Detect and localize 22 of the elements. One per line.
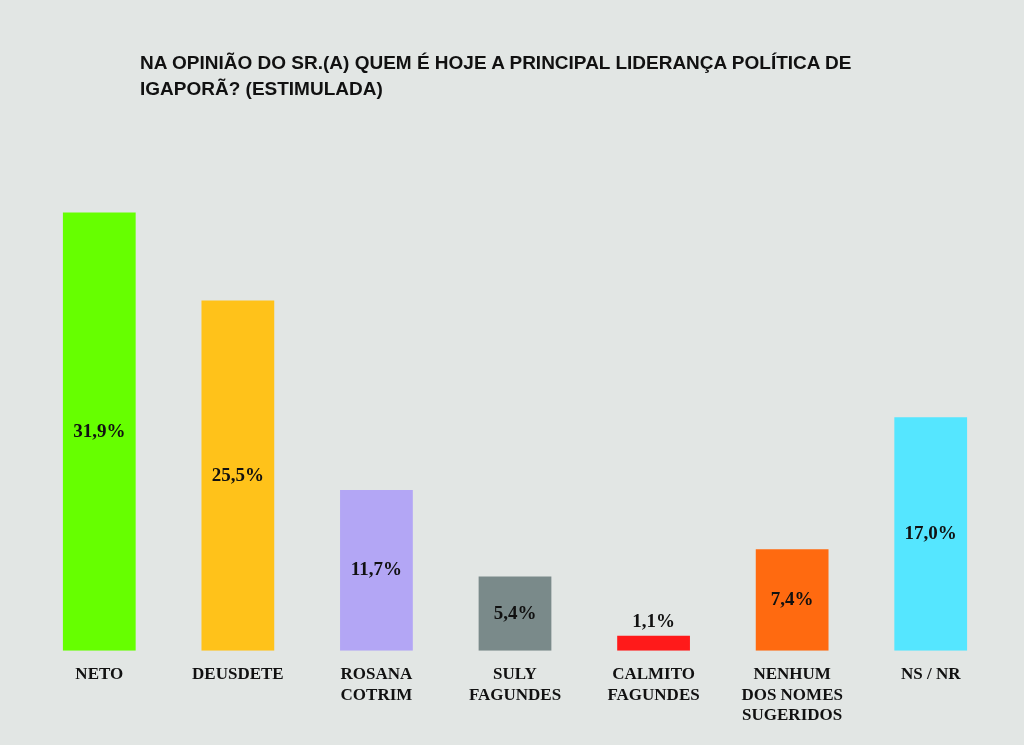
chart-title: NA OPINIÃO DO SR.(A) QUEM É HOJE A PRINCIPAL LIDERANÇA POLÍTICA DE IGAPORÃ? (ESTIMULADA) xyxy=(140,51,853,101)
data-label: 17,0% xyxy=(904,521,957,543)
bar xyxy=(201,300,275,651)
bar xyxy=(894,417,968,651)
data-label: 5,4% xyxy=(493,601,537,623)
bar xyxy=(755,549,829,651)
x-tick-label: NETO xyxy=(75,664,124,684)
data-label: 11,7% xyxy=(350,558,403,580)
x-tick-label: NENHUM DOS NOMES SUGERIDOS xyxy=(741,664,843,725)
x-tick-label: CALMITO FAGUNDES xyxy=(607,664,700,704)
x-tick-label: SULY FAGUNDES xyxy=(468,664,562,704)
bar xyxy=(62,212,136,651)
x-tick-label: ROSANA COTRIM xyxy=(340,664,414,704)
data-label: 31,9% xyxy=(73,419,126,441)
data-label: 7,4% xyxy=(770,587,814,609)
data-label: 25,5% xyxy=(211,463,264,485)
x-tick-label: NS / NR xyxy=(900,664,962,684)
bar xyxy=(340,490,413,651)
bar xyxy=(617,635,690,651)
x-tick-label: DEUSDETE xyxy=(192,664,284,684)
bar xyxy=(478,576,552,651)
data-label: 1,1% xyxy=(632,609,675,631)
